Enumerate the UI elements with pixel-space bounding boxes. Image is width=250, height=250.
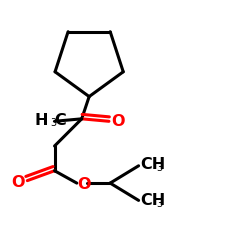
Text: H: H [35, 112, 48, 128]
Text: 3: 3 [50, 118, 56, 128]
Text: CH: CH [140, 156, 165, 172]
Text: O: O [112, 114, 125, 129]
Text: CH: CH [140, 193, 165, 208]
Text: O: O [78, 177, 91, 192]
Text: 3: 3 [157, 198, 163, 208]
Text: 3: 3 [157, 162, 163, 172]
Text: C: C [54, 112, 66, 128]
Text: O: O [11, 175, 24, 190]
